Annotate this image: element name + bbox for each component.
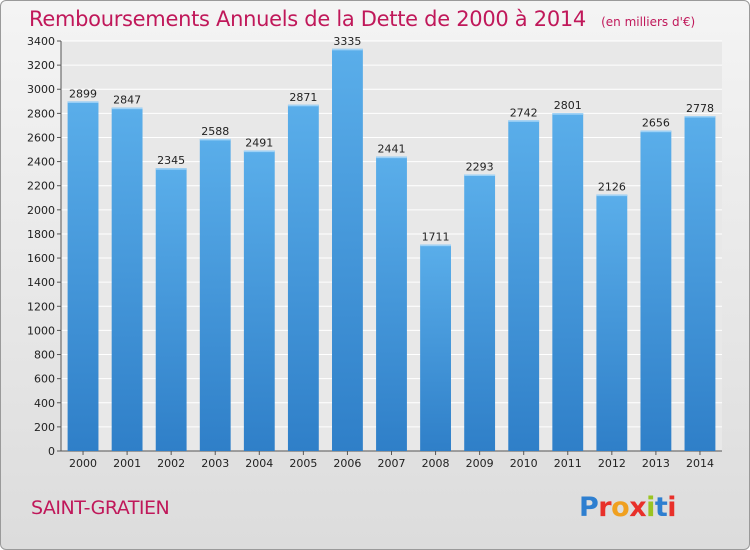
value-label: 2742 [510, 106, 538, 119]
x-tick-label: 2003 [201, 457, 229, 470]
y-axis-ticks: 0 200 400 600 800 1000 1200 1400 1600 1800 2000 220… [27, 35, 722, 458]
y-tick-label: 800 [34, 349, 55, 362]
chart-title: Remboursements Annuels de la Dette de 20… [29, 7, 586, 31]
bar-2000 [67, 101, 99, 451]
value-label: 2441 [378, 143, 406, 156]
y-tick-label: 0 [48, 445, 55, 458]
y-tick-label: 1800 [27, 228, 55, 241]
bar-highlight [332, 48, 363, 51]
logo-letter: i [667, 492, 677, 523]
logo-letter: i [646, 492, 655, 523]
y-tick-label: 2800 [27, 107, 55, 120]
bar-highlight [243, 150, 275, 153]
x-tick-label: 2014 [686, 457, 714, 470]
bar-highlight [552, 113, 584, 115]
value-label: 3335 [333, 35, 361, 48]
x-tick-label: 2010 [510, 457, 538, 470]
bar-2007 [376, 156, 407, 452]
y-tick-label: 2400 [27, 156, 55, 169]
proxiti-logo: Proxiti [579, 492, 677, 523]
x-tick-label: 2006 [333, 457, 361, 470]
x-tick-label: 2009 [466, 457, 494, 470]
bars [67, 48, 716, 452]
value-label: 2126 [598, 181, 626, 194]
value-label: 2491 [245, 137, 273, 150]
y-tick-label: 1200 [27, 300, 55, 313]
logo-letter: o [611, 492, 630, 523]
value-label: 2588 [201, 125, 229, 138]
x-tick-label: 2004 [245, 457, 273, 470]
x-tick-label: 2000 [69, 457, 97, 470]
bar-highlight [199, 138, 231, 141]
y-tick-label: 2200 [27, 180, 55, 193]
bar-highlight [287, 104, 319, 107]
x-tick-label: 2012 [598, 457, 626, 470]
y-tick-label: 2000 [27, 204, 55, 217]
bar-highlight [684, 116, 716, 118]
y-tick-label: 2600 [27, 131, 55, 144]
bar-2009 [464, 174, 496, 451]
bar-2004 [243, 150, 275, 452]
bar-2003 [199, 138, 231, 451]
bar-highlight [376, 156, 407, 159]
logo-letter: P [579, 492, 599, 523]
y-tick-label: 600 [34, 373, 55, 386]
bar-2011 [552, 113, 584, 451]
bar-2014 [684, 116, 716, 451]
value-label: 2801 [554, 99, 582, 112]
y-tick-label: 200 [34, 421, 55, 434]
bar-2012 [596, 194, 628, 452]
bar-highlight [155, 168, 187, 170]
chart-unit-note: (en milliers d'€) [601, 15, 696, 29]
bar-2005 [287, 104, 319, 452]
y-tick-label: 3400 [27, 35, 55, 48]
logo-letter: t [654, 492, 668, 523]
y-tick-label: 1400 [27, 276, 55, 289]
bar-highlight [420, 244, 451, 247]
bar-highlight [596, 194, 628, 197]
x-tick-label: 2008 [422, 457, 450, 470]
x-axis-ticks: 2000 2001 2002 2003 2004 2005 2006 2007 2008 2009… [69, 451, 714, 470]
logo-letter: r [598, 492, 612, 523]
x-tick-label: 2005 [289, 457, 317, 470]
bar-highlight [640, 130, 672, 133]
y-tick-label: 3200 [27, 59, 55, 72]
bar-2002 [155, 168, 187, 451]
value-label: 2293 [466, 160, 494, 173]
bar-2006 [332, 48, 363, 452]
title-line: Remboursements Annuels de la Dette de 20… [29, 7, 695, 31]
bar-highlight [67, 101, 99, 103]
value-label: 2871 [289, 91, 317, 104]
value-label: 2345 [157, 154, 185, 167]
x-tick-label: 2011 [554, 457, 582, 470]
value-labels: 2899 2847 2345 2588 2491 2871 3335 2441 1711 2293… [69, 35, 714, 244]
logo-letter: x [629, 492, 647, 523]
y-tick-label: 3000 [27, 83, 55, 96]
x-tick-label: 2007 [378, 457, 406, 470]
bar-highlight [464, 174, 496, 176]
y-tick-label: 1000 [27, 324, 55, 337]
bar-2001 [111, 107, 143, 451]
bar-2010 [508, 120, 540, 452]
value-label: 2847 [113, 94, 141, 107]
bar-highlight [508, 120, 540, 122]
bar-highlight [111, 107, 143, 110]
x-tick-label: 2013 [642, 457, 670, 470]
y-tick-label: 1600 [27, 252, 55, 265]
x-tick-label: 2001 [113, 457, 141, 470]
value-label: 2778 [686, 102, 714, 115]
bar-2013 [640, 130, 672, 451]
value-label: 2899 [69, 87, 97, 100]
value-label: 1711 [422, 231, 450, 244]
commune-name: SAINT-GRATIEN [31, 497, 170, 519]
bar-2008 [420, 244, 451, 451]
x-tick-label: 2002 [157, 457, 185, 470]
y-tick-label: 400 [34, 397, 55, 410]
value-label: 2656 [642, 117, 670, 130]
